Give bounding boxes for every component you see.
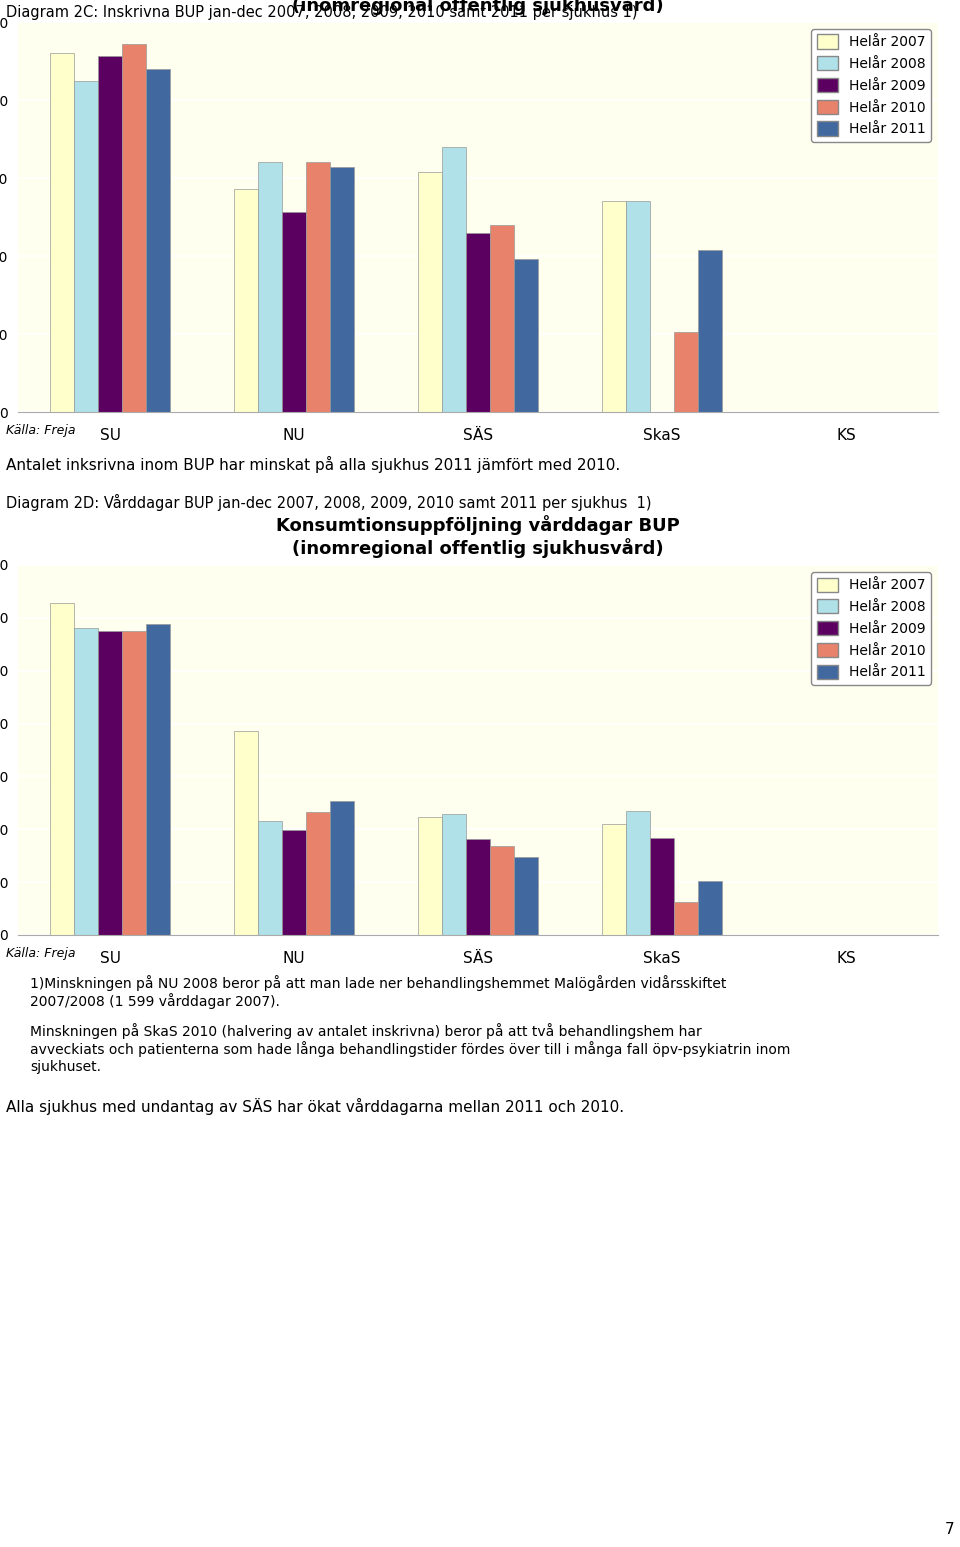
Legend: Helår 2007, Helår 2008, Helår 2009, Helår 2010, Helår 2011: Helår 2007, Helår 2008, Helår 2009, Helå… <box>811 572 931 685</box>
Text: Källa: Freja: Källa: Freja <box>6 947 76 961</box>
Bar <box>626 811 650 934</box>
Legend: Helår 2007, Helår 2008, Helår 2009, Helår 2010, Helår 2011: Helår 2007, Helår 2008, Helår 2009, Helå… <box>811 29 931 142</box>
Bar <box>466 838 490 934</box>
Bar <box>674 902 698 934</box>
Bar <box>282 212 306 412</box>
Bar <box>98 56 122 412</box>
Bar <box>234 189 258 412</box>
Bar <box>419 817 443 934</box>
Text: Minskningen på SkaS 2010 (halvering av antalet inskrivna) beror på att två behan: Minskningen på SkaS 2010 (halvering av a… <box>30 1023 790 1074</box>
Bar <box>698 249 722 412</box>
Bar <box>234 732 258 934</box>
Bar <box>50 603 74 934</box>
Text: Alla sjukhus med undantag av SÄS har ökat vårddagarna mellan 2011 och 2010.: Alla sjukhus med undantag av SÄS har öka… <box>6 1098 624 1115</box>
Text: 1)Minskningen på NU 2008 beror på att man lade ner behandlingshemmet Malögården : 1)Minskningen på NU 2008 beror på att ma… <box>30 975 727 1010</box>
Text: Källa: Freja: Källa: Freja <box>6 424 76 436</box>
Bar <box>74 628 98 934</box>
Bar <box>514 258 538 412</box>
Bar <box>602 825 626 934</box>
Bar <box>626 201 650 412</box>
Bar <box>306 162 330 412</box>
Bar <box>306 812 330 934</box>
Bar <box>602 201 626 412</box>
Bar <box>443 814 466 934</box>
Bar <box>258 821 282 934</box>
Bar <box>674 333 698 412</box>
Bar <box>50 53 74 412</box>
Bar <box>466 232 490 412</box>
Title: Konsumtionsuppföljning vårddagar BUP
(inomregional offentlig sjukhusvård): Konsumtionsuppföljning vårddagar BUP (in… <box>276 515 680 558</box>
Bar <box>122 631 146 934</box>
Bar <box>698 882 722 934</box>
Bar <box>282 831 306 934</box>
Bar <box>443 147 466 412</box>
Bar <box>650 838 674 934</box>
Bar <box>258 162 282 412</box>
Bar <box>122 43 146 412</box>
Bar <box>146 623 170 934</box>
Bar <box>330 167 354 412</box>
Bar <box>146 68 170 412</box>
Text: 7: 7 <box>945 1522 954 1538</box>
Bar <box>419 172 443 412</box>
Bar <box>330 801 354 934</box>
Bar <box>514 857 538 934</box>
Title: Konsumtionsuppföljning inskrivningar BUP
(inomregional offentlig sjukhusvård): Konsumtionsuppföljning inskrivningar BUP… <box>261 0 695 15</box>
Text: Antalet inksrivna inom BUP har minskat på alla sjukhus 2011 jämfört med 2010.: Antalet inksrivna inom BUP har minskat p… <box>6 456 620 473</box>
Text: Diagram 2C: Inskrivna BUP jan-dec 2007, 2008, 2009, 2010 samt 2011 per sjukhus 1: Diagram 2C: Inskrivna BUP jan-dec 2007, … <box>6 5 637 20</box>
Bar <box>98 631 122 934</box>
Bar <box>490 224 514 412</box>
Bar <box>490 846 514 934</box>
Text: Diagram 2D: Vårddagar BUP jan-dec 2007, 2008, 2009, 2010 samt 2011 per sjukhus  : Diagram 2D: Vårddagar BUP jan-dec 2007, … <box>6 493 652 511</box>
Bar <box>74 82 98 412</box>
